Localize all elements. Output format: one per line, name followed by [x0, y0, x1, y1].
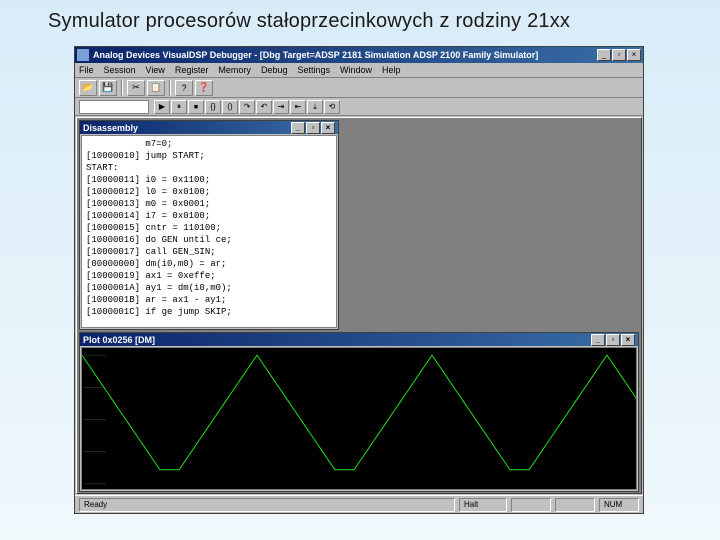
menu-memory[interactable]: Memory: [218, 65, 251, 75]
minimize-button[interactable]: _: [597, 49, 611, 61]
slide-title: Symulator procesorów stałoprzecinkowych …: [48, 10, 570, 33]
stop-icon[interactable]: ⏹: [188, 100, 204, 114]
app-icon: [77, 49, 89, 61]
disasm-max-button[interactable]: ▫: [306, 122, 320, 134]
disasm-window: Disassembly _ ▫ × m7=0; [10000010] jump …: [79, 120, 339, 330]
disasm-title: Disassembly: [83, 123, 291, 133]
plot-titlebar: Plot 0x0256 [DM] _ ▫ ×: [80, 333, 638, 346]
toolbar-main: 📂 💾 ✂ 📋 ? ❓: [75, 78, 643, 98]
plot-window: Plot 0x0256 [DM] _ ▫ ×: [79, 332, 639, 492]
menu-file[interactable]: File: [79, 65, 94, 75]
toolbar-sep2: [169, 80, 171, 96]
close-button[interactable]: ×: [627, 49, 641, 61]
prev-icon[interactable]: ⇤: [290, 100, 306, 114]
plot-title: Plot 0x0256 [DM]: [83, 335, 591, 345]
help-icon[interactable]: ?: [175, 80, 193, 96]
menubar: File Session View Register Memory Debug …: [75, 63, 643, 78]
toolbar-sep: [121, 80, 123, 96]
plot-body[interactable]: [81, 347, 637, 490]
menu-window[interactable]: Window: [340, 65, 372, 75]
mdi-area: Disassembly _ ▫ × m7=0; [10000010] jump …: [76, 117, 642, 494]
reset-icon[interactable]: ⟲: [324, 100, 340, 114]
next-icon[interactable]: ⇥: [273, 100, 289, 114]
cut-icon[interactable]: ✂: [127, 80, 145, 96]
status-field3: [555, 498, 595, 512]
titlebar: Analog Devices VisualDSP Debugger - [Dbg…: [75, 47, 643, 63]
disasm-body[interactable]: m7=0; [10000010] jump START; START: [100…: [81, 135, 337, 328]
menu-settings[interactable]: Settings: [297, 65, 330, 75]
break-icon[interactable]: ⤓: [307, 100, 323, 114]
disasm-close-button[interactable]: ×: [321, 122, 335, 134]
about-icon[interactable]: ❓: [195, 80, 213, 96]
plot-min-button[interactable]: _: [591, 334, 605, 346]
menu-help[interactable]: Help: [382, 65, 401, 75]
menu-session[interactable]: Session: [104, 65, 136, 75]
plot-close-button[interactable]: ×: [621, 334, 635, 346]
status-num: NUM: [599, 498, 639, 512]
status-halt: Halt: [459, 498, 507, 512]
step-out-icon[interactable]: ↷: [239, 100, 255, 114]
app-window: Analog Devices VisualDSP Debugger - [Dbg…: [74, 46, 644, 514]
open-icon[interactable]: 📂: [79, 80, 97, 96]
paste-icon[interactable]: 📋: [147, 80, 165, 96]
menu-register[interactable]: Register: [175, 65, 209, 75]
run-icon[interactable]: ▶: [154, 100, 170, 114]
disasm-min-button[interactable]: _: [291, 122, 305, 134]
step-over-icon[interactable]: {}: [205, 100, 221, 114]
save-icon[interactable]: 💾: [99, 80, 117, 96]
disasm-titlebar: Disassembly _ ▫ ×: [80, 121, 338, 134]
plot-canvas: [82, 348, 637, 490]
pause-icon[interactable]: ⏸: [171, 100, 187, 114]
menu-debug[interactable]: Debug: [261, 65, 288, 75]
toolbar-debug: ▶ ⏸ ⏹ {} () ↷ ↶ ⇥ ⇤ ⤓ ⟲: [75, 98, 643, 116]
step-into-icon[interactable]: (): [222, 100, 238, 114]
maximize-button[interactable]: ▫: [612, 49, 626, 61]
restart-icon[interactable]: ↶: [256, 100, 272, 114]
menu-view[interactable]: View: [146, 65, 165, 75]
window-title: Analog Devices VisualDSP Debugger - [Dbg…: [93, 50, 597, 60]
statusbar: Ready Halt NUM: [75, 495, 643, 513]
status-field2: [511, 498, 551, 512]
address-input[interactable]: [79, 100, 149, 114]
plot-max-button[interactable]: ▫: [606, 334, 620, 346]
status-left: Ready: [79, 498, 455, 512]
